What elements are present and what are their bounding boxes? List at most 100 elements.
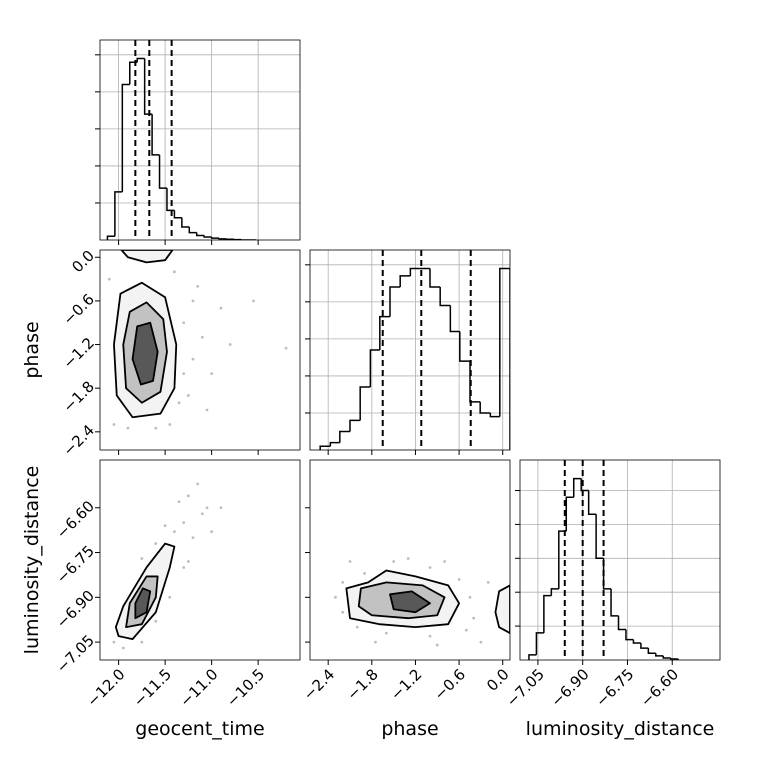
sample-point (205, 408, 209, 412)
histogram-step (610, 588, 619, 617)
histogram-step (439, 287, 451, 307)
histogram-step (565, 496, 574, 532)
contour (494, 584, 510, 635)
histogram-step (449, 305, 460, 333)
sample-point (443, 560, 446, 563)
sample-point (435, 643, 439, 647)
sample-point (428, 566, 432, 569)
histogram-step (459, 331, 470, 362)
histogram-step (662, 655, 671, 659)
x-axis-label: geocent_time (135, 718, 264, 740)
sample-point (182, 321, 186, 325)
histogram-step (203, 235, 212, 238)
sample-point (200, 512, 204, 516)
contour (389, 590, 431, 614)
histogram-step (339, 430, 350, 443)
histogram-step (647, 648, 656, 654)
y-tick-label: −6.90 (53, 587, 98, 632)
sample-point (173, 530, 176, 534)
y-tick-label: −2.4 (60, 421, 98, 459)
sample-point (428, 634, 432, 638)
histogram-step (587, 490, 597, 515)
sample-point (464, 628, 468, 632)
histogram-step (602, 558, 612, 590)
histogram-step (349, 419, 361, 432)
sample-point (182, 566, 186, 569)
sample-point (341, 580, 345, 584)
x-tick-label: −6.60 (637, 665, 682, 710)
contour (120, 250, 174, 264)
histogram-step (499, 267, 510, 417)
x-tick-label: −6.75 (592, 665, 637, 710)
histogram-step (173, 210, 182, 219)
histogram-step (580, 478, 589, 492)
sample-point (140, 557, 144, 560)
density-panel (112, 482, 223, 650)
sample-point (168, 595, 172, 599)
sample-point (191, 299, 195, 303)
sample-point (392, 560, 396, 563)
histogram-step (158, 154, 167, 189)
histogram-step (528, 654, 537, 660)
histogram-step (319, 445, 331, 450)
histogram-step (479, 401, 491, 414)
sample-point (182, 521, 186, 525)
density-panel (107, 250, 288, 430)
sample-point (196, 482, 200, 486)
histogram-step (489, 412, 500, 418)
sample-point (177, 401, 181, 405)
sample-point (191, 357, 195, 361)
x-tick-label: −1.8 (343, 665, 381, 703)
x-tick-label: −6.90 (547, 665, 592, 710)
sample-point (384, 631, 388, 635)
histogram-step (409, 267, 420, 276)
sample-point (182, 372, 186, 376)
sample-point (472, 616, 476, 620)
panel-frame (99, 459, 301, 661)
y-axis-label: luminosity_distance (21, 466, 43, 655)
histogram-step (329, 441, 340, 447)
histogram-step (359, 386, 371, 421)
x-tick-label: −2.4 (300, 665, 338, 703)
histogram-step (625, 629, 634, 641)
sample-point (107, 277, 111, 281)
panel-frame (99, 249, 301, 451)
histogram-step (399, 275, 411, 288)
histogram-panel (100, 40, 300, 240)
histogram-step (429, 268, 441, 288)
histogram-step (669, 657, 679, 660)
histogram-step (640, 643, 649, 649)
sample-point (112, 423, 116, 426)
panel-frame (99, 39, 301, 241)
y-axis-label: phase (21, 321, 43, 378)
panel-frame (309, 459, 511, 661)
sample-point (186, 494, 190, 498)
sample-point (219, 306, 223, 310)
histogram-step (151, 114, 160, 156)
sample-point (205, 506, 209, 510)
sample-point (163, 524, 167, 528)
sample-point (341, 610, 345, 614)
sample-point (486, 580, 490, 584)
sample-point (154, 542, 158, 545)
histogram-step (136, 57, 145, 63)
x-tick-label: 0.0 (483, 665, 513, 695)
histogram-step (389, 286, 401, 317)
y-tick-label: 0.0 (68, 247, 98, 277)
sample-point (334, 595, 337, 599)
histogram-panel (520, 460, 720, 660)
sample-point (154, 426, 158, 430)
sample-point (177, 500, 181, 504)
sample-point (406, 557, 410, 560)
sample-point (126, 426, 130, 430)
histogram-step (121, 83, 130, 192)
y-tick-label: −6.75 (53, 542, 98, 587)
histogram-step (114, 191, 123, 237)
sample-point (252, 299, 255, 303)
histogram-panel (310, 250, 510, 450)
sample-point (374, 640, 377, 644)
sample-point (140, 640, 144, 644)
x-tick-label: −11.5 (130, 665, 175, 710)
y-tick-label: −1.8 (60, 377, 98, 415)
